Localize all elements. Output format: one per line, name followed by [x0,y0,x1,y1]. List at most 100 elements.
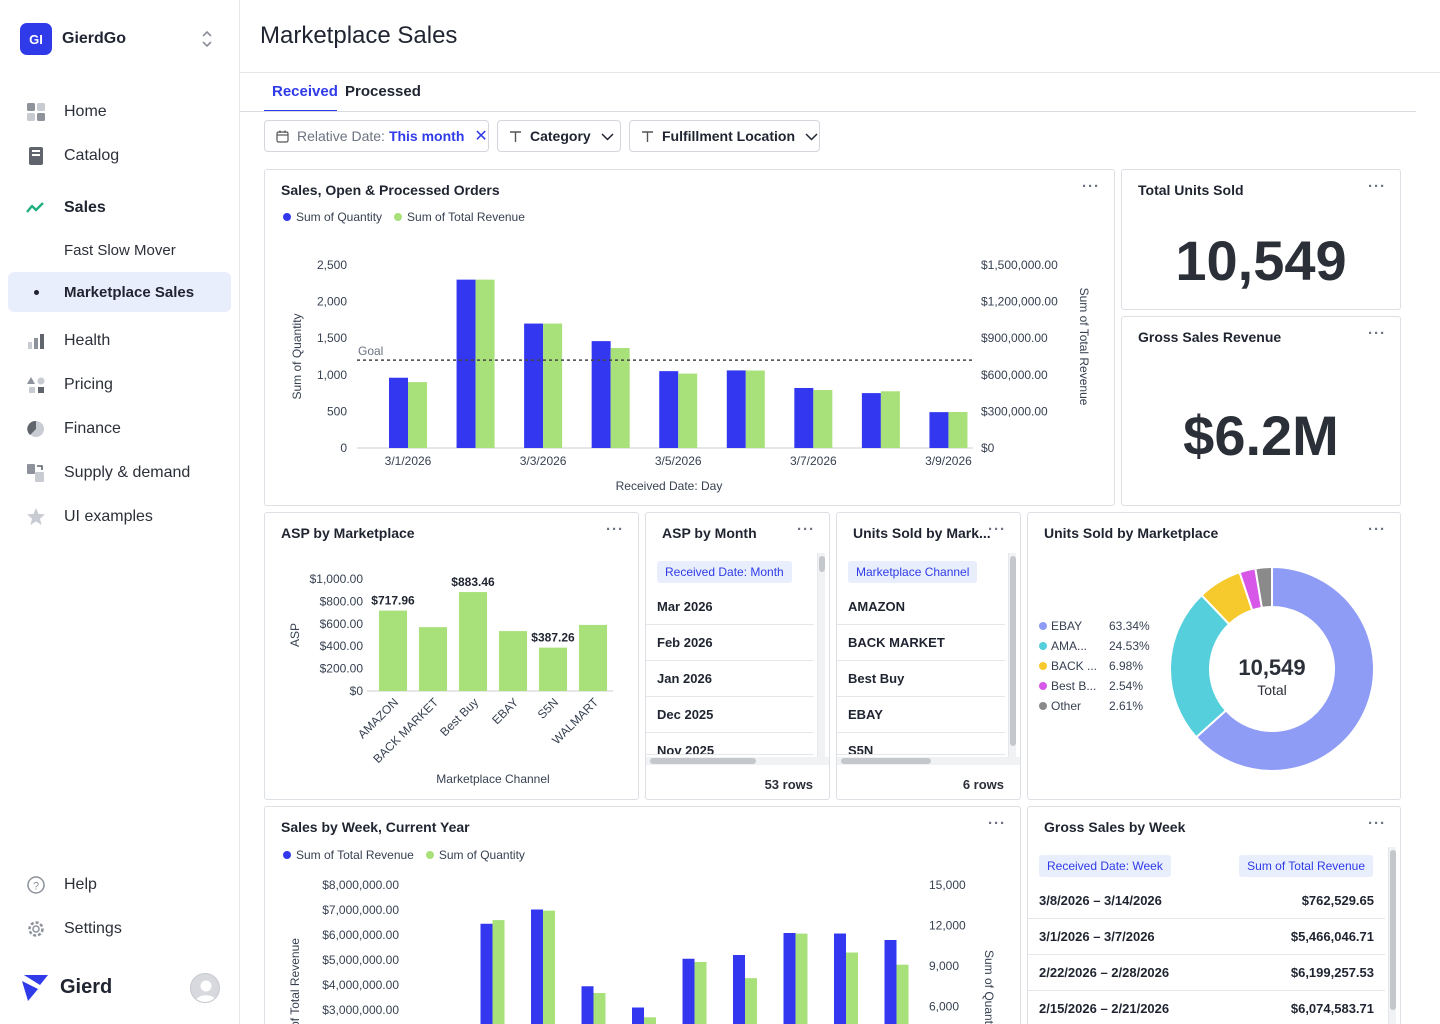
more-icon[interactable]: ··· [988,521,1006,538]
card-title: Units Sold by Marketplace [1044,525,1219,541]
table-row[interactable]: EBAY [837,697,1005,733]
filter-label: Category [530,128,591,144]
horizontal-scrollbar[interactable] [837,757,1020,765]
card-title: Gross Sales by Week [1044,819,1186,835]
sidebar-item-help[interactable]: ? Help [8,865,231,905]
vertical-scrollbar[interactable] [817,553,825,757]
sidebar-item-settings[interactable]: Settings [8,909,231,949]
row-count: 6 rows [962,777,1004,792]
y-tick-label: $200.00 [320,662,364,676]
chevron-down-icon [601,128,614,144]
sidebar-item-fast-slow-mover[interactable]: Fast Slow Mover [8,230,231,270]
more-icon[interactable]: ··· [606,521,624,538]
table-row[interactable]: 3/1/2026 – 3/7/2026 $5,466,046.71 [1028,919,1385,955]
legend-label: EBAY [1051,619,1082,633]
table-row[interactable]: Best Buy [837,661,1005,697]
card-units-table: Units Sold by Mark... ··· Marketplace Ch… [836,512,1021,800]
card-title: Units Sold by Mark... [853,525,991,541]
sidebar-item-home[interactable]: Home [8,92,231,132]
more-icon[interactable]: ··· [1368,521,1386,538]
sidebar-item-health[interactable]: Health [8,321,231,361]
y-right-tick-label: 15,000 [929,878,966,892]
filter-fulfillment-location[interactable]: Fulfillment Location [629,120,820,152]
sidebar-item-ui-examples[interactable]: UI examples [8,497,231,537]
bar-asp [459,592,487,691]
tabs-divider [240,111,1416,112]
table-row[interactable]: S5N [837,733,1005,755]
text-type-icon [508,129,522,143]
table-row[interactable]: AMAZON [837,589,1005,625]
x-tick-label: S5N [535,695,561,721]
legend-item-quantity[interactable]: Sum of Quantity [425,848,525,862]
tab-processed[interactable]: Processed [345,83,421,100]
more-icon[interactable]: ··· [1082,178,1100,195]
legend-value: 2.54% [1109,679,1143,693]
legend-item-revenue[interactable]: Sum of Total Revenue [283,848,414,862]
clear-filter-icon[interactable]: ✕ [474,128,488,145]
chevron-up-down-icon[interactable] [200,29,214,49]
sidebar-item-finance[interactable]: Finance [8,409,231,449]
card-asp-month: ASP by Month ··· Received Date: Month Ma… [645,512,830,800]
more-icon[interactable]: ··· [1368,815,1386,832]
column-header[interactable]: Sum of Total Revenue [1239,855,1373,877]
sidebar-item-sales[interactable]: Sales [8,188,231,228]
y-right-tick-label: $600,000.00 [981,368,1048,382]
more-icon[interactable]: ··· [988,815,1006,832]
card-title: ASP by Marketplace [281,525,415,541]
horizontal-scrollbar[interactable] [646,757,829,765]
column-header[interactable]: Received Date: Month [657,561,792,583]
brand-name: Gierd [60,975,113,998]
workspace-switcher[interactable]: GI GierdGo [20,23,220,55]
sidebar-item-pricing[interactable]: Pricing [8,365,231,405]
y-right-tick-label: $0 [981,441,995,455]
more-icon[interactable]: ··· [797,521,815,538]
calendar-icon [275,129,289,143]
y-right-axis-title: Sum of Total Revenue [1077,288,1091,406]
sidebar-item-catalog[interactable]: Catalog [8,136,231,176]
vertical-scrollbar[interactable] [1008,553,1016,757]
sales-week-chart: $3,000,000.00 $4,000,000.00 $5,000,000.00 $… [288,878,996,1024]
table-row[interactable]: 2/22/2026 – 2/28/2026 $6,199,257.53 [1028,955,1385,991]
filter-relative-date[interactable]: Relative Date: This month ✕ [264,120,489,152]
table-row[interactable]: 3/8/2026 – 3/14/2026 $762,529.65 [1028,883,1385,919]
donut-center-label: Total [1257,682,1287,698]
column-header[interactable]: Marketplace Channel [848,561,978,583]
sidebar-item-label: Fast Slow Mover [64,241,176,259]
legend-item-revenue[interactable]: Sum of Total Revenue [394,210,525,224]
vertical-scrollbar[interactable] [1388,847,1396,1024]
sidebar-item-label: Sales [64,199,106,216]
legend-item-quantity[interactable]: Sum of Quantity [283,210,382,224]
sidebar-item-supply-demand[interactable]: Supply & demand [8,453,231,493]
filter-value: This month [388,128,465,144]
table-row[interactable]: Nov 2025 [646,733,814,755]
table-row[interactable]: Mar 2026 [646,589,814,625]
more-icon[interactable]: ··· [1368,325,1386,342]
legend-value: 63.34% [1109,619,1150,633]
y-right-tick-label: 6,000 [929,1000,959,1014]
table-row[interactable]: 2/15/2026 – 2/21/2026 $6,074,583.71 [1028,991,1385,1024]
sidebar-item-marketplace-sales[interactable]: Marketplace Sales [8,272,231,312]
active-dot-icon [34,290,39,295]
avatar[interactable] [190,973,220,1003]
table-row[interactable]: Jan 2026 [646,661,814,697]
sidebar: GI GierdGo Home Catalog Sales Fast Slow … [0,0,240,1024]
row-count: 53 rows [764,777,813,792]
filter-category[interactable]: Category [497,120,621,152]
card-gross-revenue: Gross Sales Revenue ··· $6.2M [1121,316,1401,506]
table-row[interactable]: BACK MARKET [837,625,1005,661]
y-tick-label: 1,500 [317,331,347,345]
table-row[interactable]: Feb 2026 [646,625,814,661]
tab-received[interactable]: Received [272,83,338,100]
more-icon[interactable]: ··· [1368,178,1386,195]
bar-revenue [408,382,427,448]
y-right-tick-label: $1,200,000.00 [981,295,1058,309]
bar-revenue [531,909,543,1024]
column-header[interactable]: Received Date: Week [1039,855,1171,877]
pie-icon [26,419,46,439]
table-row[interactable]: Dec 2025 [646,697,814,733]
bar-quantity [846,952,858,1024]
x-tick-label: Best Buy [437,695,481,739]
x-tick-label: 3/5/2026 [655,454,702,468]
y-tick-label: $800.00 [320,594,364,608]
workspace-badge: GI [20,23,52,55]
